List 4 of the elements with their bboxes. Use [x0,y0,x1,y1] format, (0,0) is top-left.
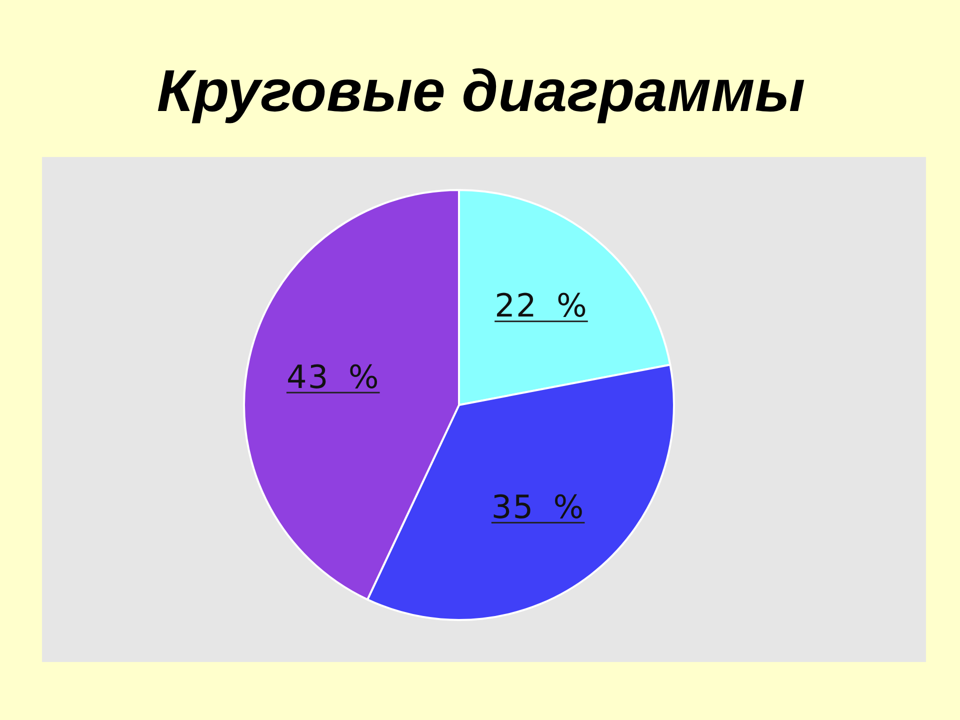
data-label: 35 % [491,488,585,526]
chart-title: Круговые диаграммы [156,58,806,124]
data-label: 43 % [286,358,380,396]
data-label: 22 % [494,286,588,325]
